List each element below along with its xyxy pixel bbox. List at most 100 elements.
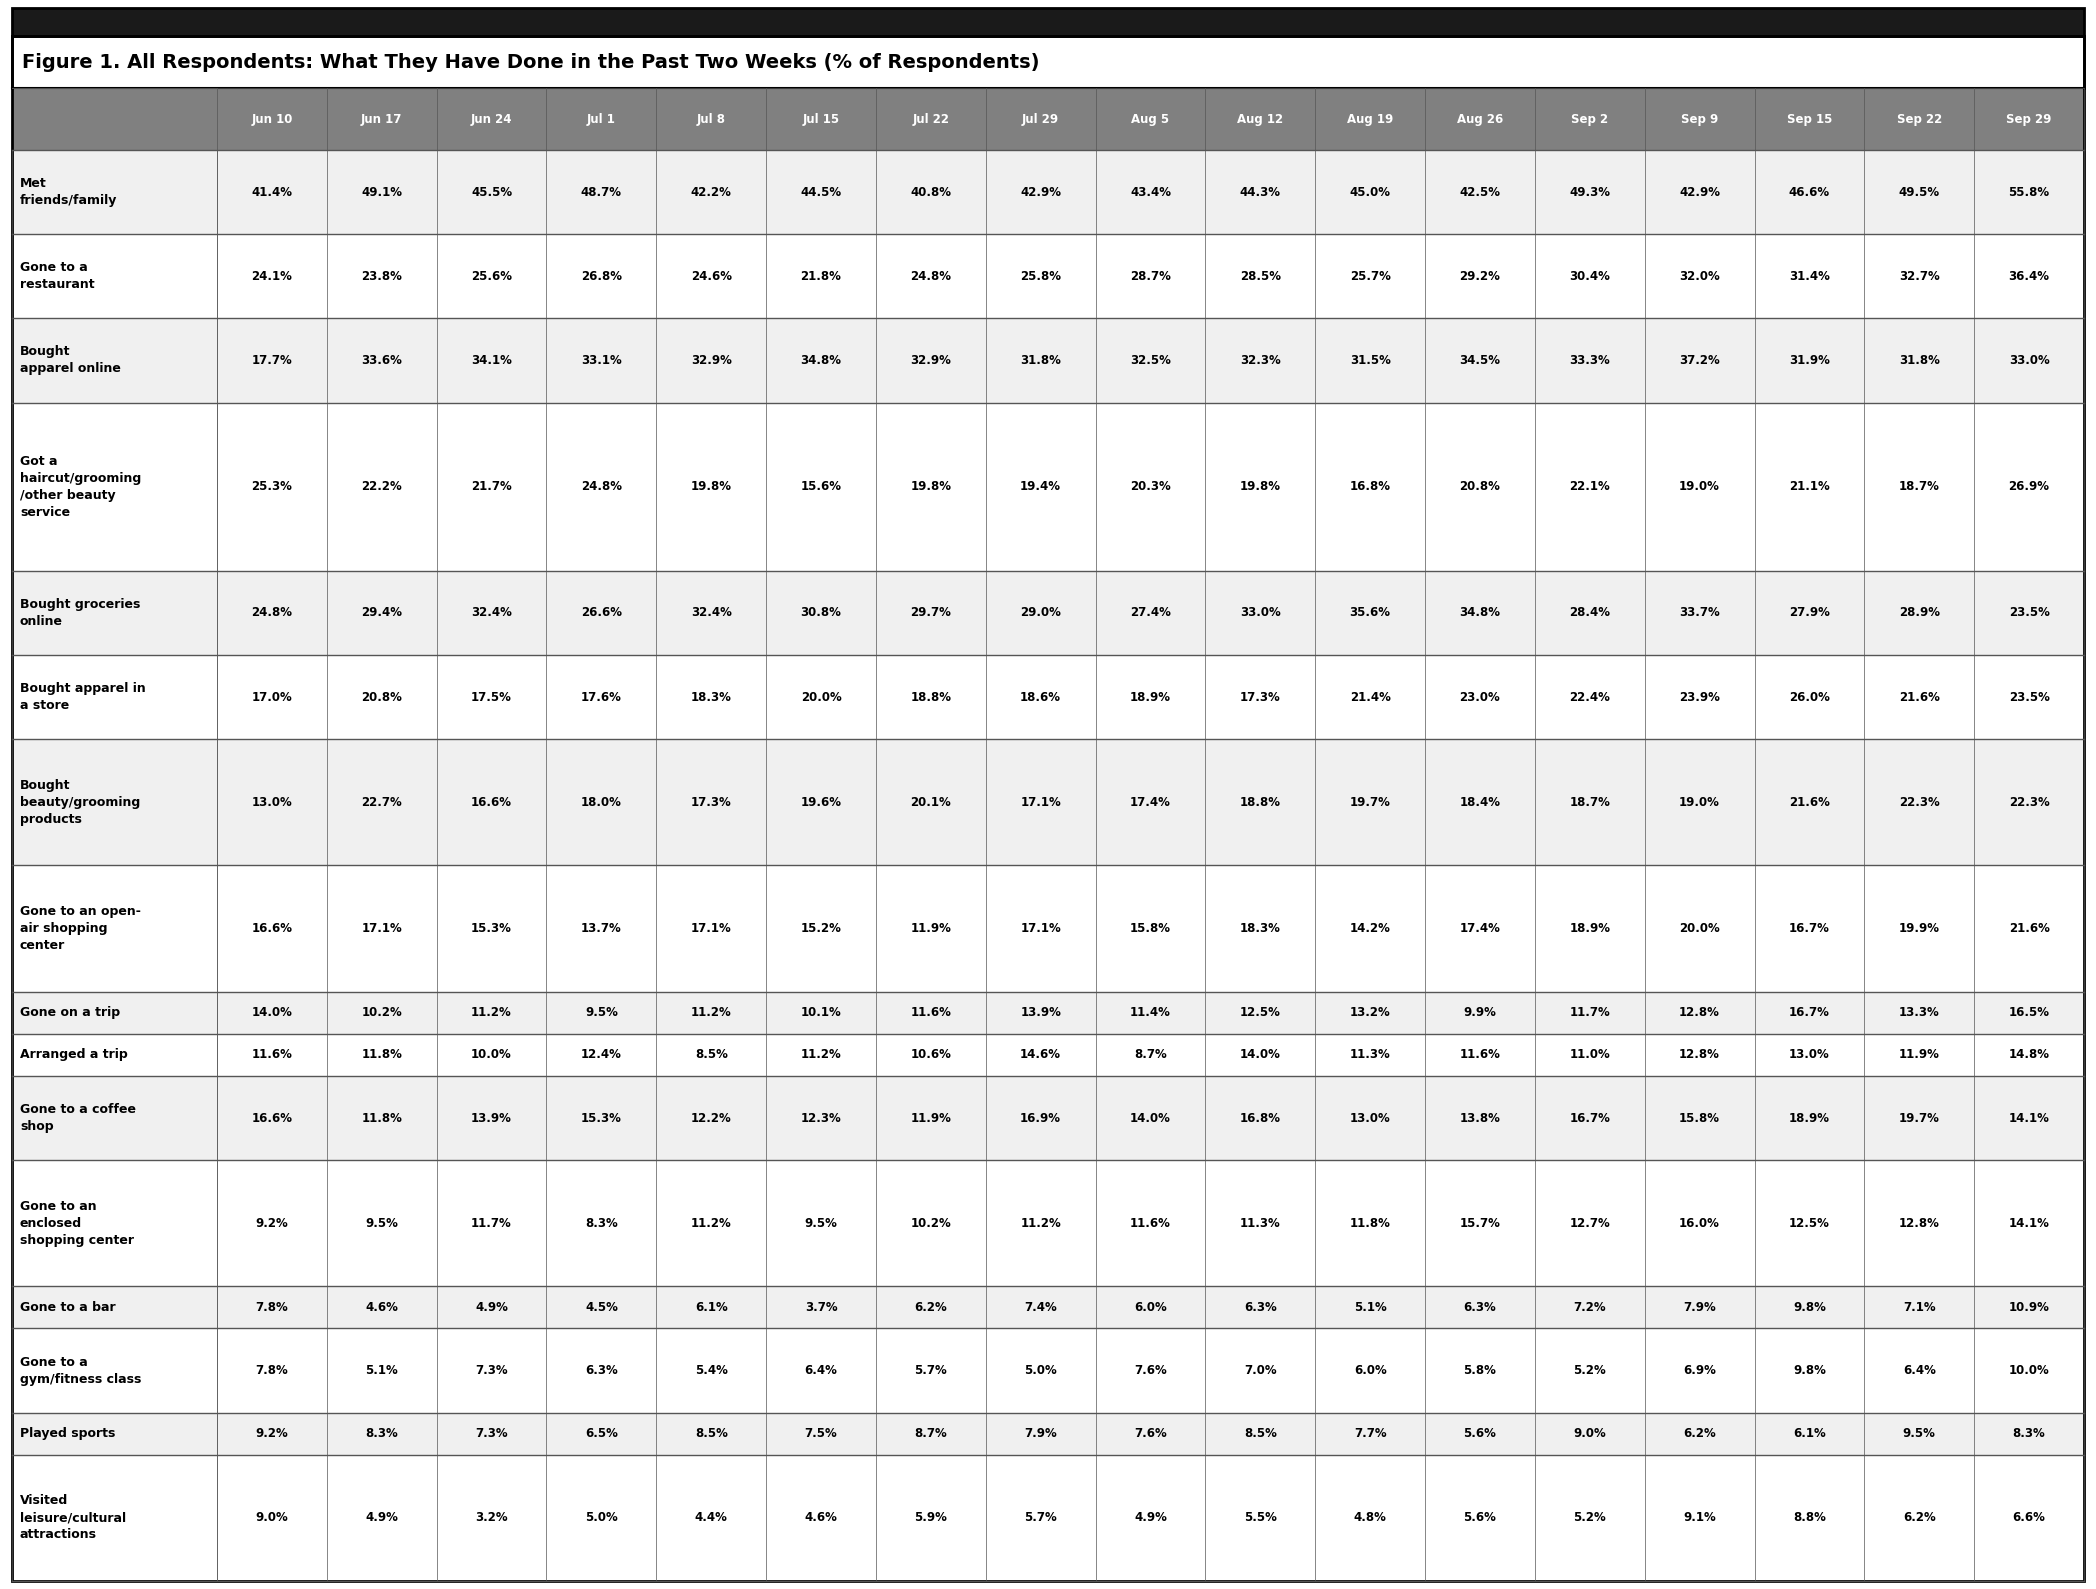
- Text: 20.0%: 20.0%: [1679, 922, 1721, 936]
- Text: 5.1%: 5.1%: [1354, 1301, 1388, 1314]
- Text: 5.6%: 5.6%: [1463, 1427, 1497, 1440]
- Text: 26.6%: 26.6%: [581, 607, 623, 620]
- Text: 16.6%: 16.6%: [472, 796, 511, 809]
- Bar: [13, 1160, 2083, 1287]
- Text: 7.8%: 7.8%: [256, 1301, 289, 1314]
- Text: 49.3%: 49.3%: [1570, 186, 1610, 199]
- Text: 28.5%: 28.5%: [1241, 270, 1281, 283]
- Text: 42.9%: 42.9%: [1021, 186, 1061, 199]
- Text: 18.6%: 18.6%: [1021, 691, 1061, 704]
- Text: 13.9%: 13.9%: [472, 1112, 511, 1125]
- Text: 22.4%: 22.4%: [1570, 691, 1610, 704]
- Text: 13.8%: 13.8%: [1459, 1112, 1501, 1125]
- Text: 4.9%: 4.9%: [476, 1301, 507, 1314]
- Text: 14.0%: 14.0%: [1130, 1112, 1172, 1125]
- Text: 14.8%: 14.8%: [2008, 1049, 2050, 1061]
- Text: 37.2%: 37.2%: [1679, 354, 1721, 367]
- Text: 33.6%: 33.6%: [361, 354, 402, 367]
- Text: 26.0%: 26.0%: [1790, 691, 1830, 704]
- Text: 34.8%: 34.8%: [1459, 607, 1501, 620]
- Text: 7.3%: 7.3%: [476, 1363, 507, 1378]
- Text: 20.1%: 20.1%: [910, 796, 952, 809]
- Text: 19.0%: 19.0%: [1679, 796, 1721, 809]
- Bar: [13, 402, 2083, 570]
- Text: 7.9%: 7.9%: [1025, 1427, 1056, 1440]
- Text: 17.1%: 17.1%: [692, 922, 732, 936]
- Text: 26.8%: 26.8%: [581, 270, 623, 283]
- Text: 25.6%: 25.6%: [472, 270, 511, 283]
- Text: 27.4%: 27.4%: [1130, 607, 1172, 620]
- Text: 29.0%: 29.0%: [1021, 607, 1061, 620]
- Text: 34.1%: 34.1%: [472, 354, 511, 367]
- Text: 23.5%: 23.5%: [2008, 691, 2050, 704]
- Text: 20.3%: 20.3%: [1130, 480, 1172, 493]
- Text: 49.1%: 49.1%: [361, 186, 402, 199]
- Text: 21.6%: 21.6%: [1790, 796, 1830, 809]
- Text: 9.9%: 9.9%: [1463, 1006, 1497, 1019]
- Text: 32.7%: 32.7%: [1899, 270, 1939, 283]
- Text: 14.6%: 14.6%: [1021, 1049, 1061, 1061]
- Text: 8.5%: 8.5%: [694, 1427, 727, 1440]
- Text: 9.2%: 9.2%: [256, 1427, 289, 1440]
- Text: 21.6%: 21.6%: [2008, 922, 2050, 936]
- Text: 6.6%: 6.6%: [2012, 1511, 2046, 1524]
- Text: 6.3%: 6.3%: [1463, 1301, 1497, 1314]
- Text: Aug 26: Aug 26: [1457, 113, 1503, 126]
- Text: 5.0%: 5.0%: [585, 1511, 618, 1524]
- Text: 11.9%: 11.9%: [910, 1112, 952, 1125]
- Text: 31.5%: 31.5%: [1350, 354, 1390, 367]
- Text: 11.7%: 11.7%: [472, 1217, 511, 1230]
- Text: 18.3%: 18.3%: [1241, 922, 1281, 936]
- Text: Sep 9: Sep 9: [1681, 113, 1719, 126]
- Text: 11.6%: 11.6%: [1459, 1049, 1501, 1061]
- Text: 13.0%: 13.0%: [1350, 1112, 1390, 1125]
- Text: Played sports: Played sports: [21, 1427, 115, 1440]
- Bar: [13, 318, 2083, 402]
- Text: 30.4%: 30.4%: [1570, 270, 1610, 283]
- Text: 33.3%: 33.3%: [1570, 354, 1610, 367]
- Text: 7.6%: 7.6%: [1134, 1427, 1167, 1440]
- Text: 11.8%: 11.8%: [1350, 1217, 1390, 1230]
- Text: 9.2%: 9.2%: [256, 1217, 289, 1230]
- Text: 33.0%: 33.0%: [1241, 607, 1281, 620]
- Text: 8.7%: 8.7%: [1134, 1049, 1167, 1061]
- Text: 8.3%: 8.3%: [365, 1427, 398, 1440]
- Bar: [13, 570, 2083, 655]
- Text: 40.8%: 40.8%: [910, 186, 952, 199]
- Text: 12.4%: 12.4%: [581, 1049, 623, 1061]
- Text: Sep 22: Sep 22: [1897, 113, 1941, 126]
- Text: 7.5%: 7.5%: [805, 1427, 838, 1440]
- Text: 21.4%: 21.4%: [1350, 691, 1390, 704]
- Bar: [13, 87, 2083, 149]
- Text: 29.7%: 29.7%: [910, 607, 952, 620]
- Text: 33.0%: 33.0%: [2008, 354, 2050, 367]
- Text: 22.3%: 22.3%: [2008, 796, 2050, 809]
- Text: 11.8%: 11.8%: [361, 1049, 402, 1061]
- Text: 22.7%: 22.7%: [361, 796, 402, 809]
- Text: 25.7%: 25.7%: [1350, 270, 1390, 283]
- Text: 8.8%: 8.8%: [1792, 1511, 1826, 1524]
- Text: 6.2%: 6.2%: [914, 1301, 947, 1314]
- Text: 32.9%: 32.9%: [692, 354, 732, 367]
- Text: 5.6%: 5.6%: [1463, 1511, 1497, 1524]
- Text: 31.8%: 31.8%: [1899, 354, 1939, 367]
- Text: 35.6%: 35.6%: [1350, 607, 1390, 620]
- Text: 6.2%: 6.2%: [1903, 1511, 1935, 1524]
- Text: 9.1%: 9.1%: [1683, 1511, 1717, 1524]
- Text: 23.9%: 23.9%: [1679, 691, 1721, 704]
- Text: 19.9%: 19.9%: [1899, 922, 1939, 936]
- Text: 16.8%: 16.8%: [1350, 480, 1390, 493]
- Text: 12.8%: 12.8%: [1899, 1217, 1939, 1230]
- Text: 8.7%: 8.7%: [914, 1427, 947, 1440]
- Text: 12.7%: 12.7%: [1570, 1217, 1610, 1230]
- Text: 13.3%: 13.3%: [1899, 1006, 1939, 1019]
- Text: 4.9%: 4.9%: [1134, 1511, 1167, 1524]
- Text: 42.2%: 42.2%: [692, 186, 732, 199]
- Text: 6.4%: 6.4%: [805, 1363, 838, 1378]
- Text: 5.4%: 5.4%: [694, 1363, 727, 1378]
- Text: 19.6%: 19.6%: [801, 796, 840, 809]
- Text: 23.8%: 23.8%: [361, 270, 402, 283]
- Text: 20.8%: 20.8%: [1459, 480, 1501, 493]
- Bar: [13, 739, 2083, 866]
- Text: 34.8%: 34.8%: [801, 354, 840, 367]
